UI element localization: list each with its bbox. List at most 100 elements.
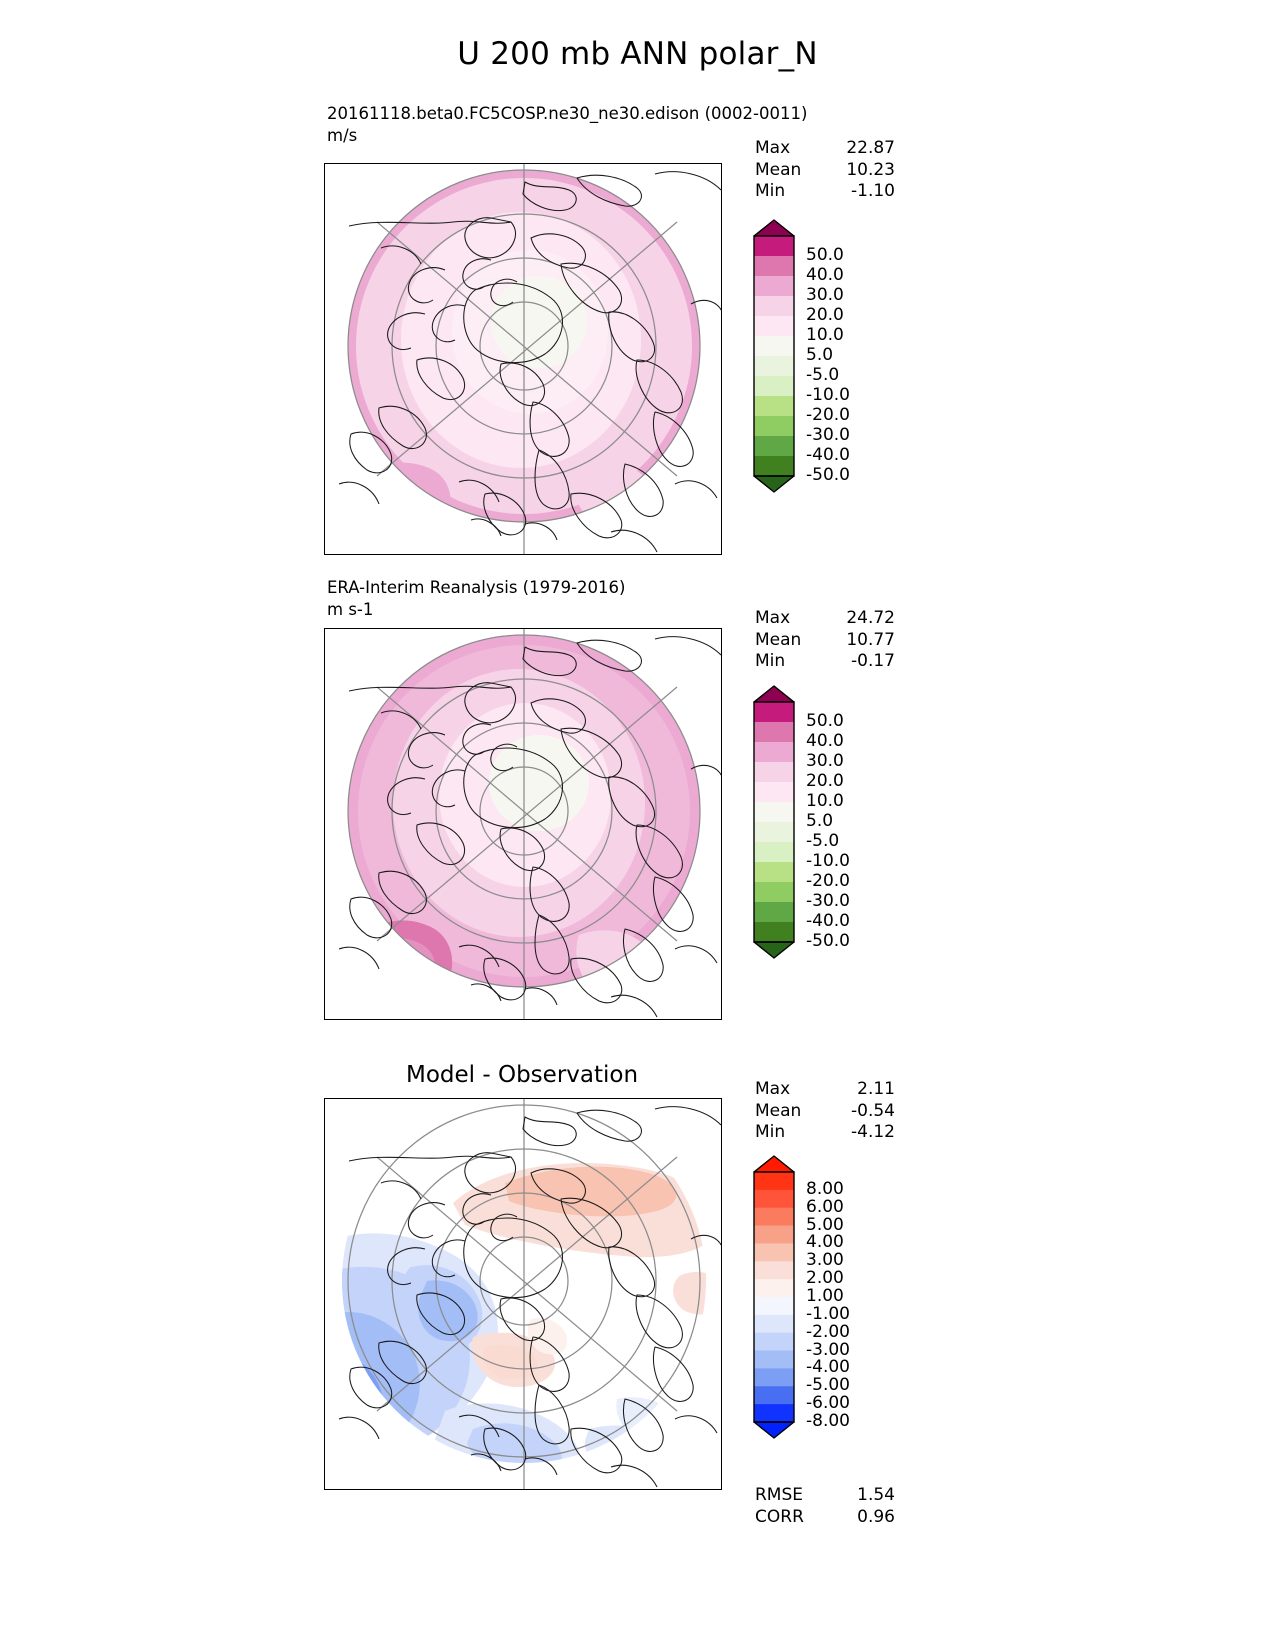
stat-row: Mean -0.54 <box>755 1101 895 1123</box>
stat-label: Min <box>755 651 786 671</box>
colorbar-tick-label: -50.0 <box>806 465 850 485</box>
colorbar-tick-label: 1.00 <box>806 1286 844 1306</box>
stat-label: Max <box>755 138 791 158</box>
colorbar-model[interactable]: 50.0 40.0 30.0 20.0 10.0 5.0 -5.0 -10.0 -20.0 -30… <box>748 216 898 496</box>
stat-value: 10.23 <box>846 159 895 180</box>
colorbar-tick-label: -30.0 <box>806 891 850 911</box>
map-difference-svg <box>338 1099 721 1489</box>
panel-model-units: m/s <box>327 126 358 145</box>
stat-label: Max <box>755 1079 791 1099</box>
panel-observation-units: m s-1 <box>327 600 374 619</box>
colorbar-tick-label: -10.0 <box>806 385 850 405</box>
colorbar-tick-label: -10.0 <box>806 851 850 871</box>
colorbar-tick-label: -40.0 <box>806 911 850 931</box>
colorbar-difference[interactable]: 8.00 6.00 5.00 4.00 3.00 2.00 1.00 -1.00 -2.00 -3… <box>748 1152 898 1442</box>
panel-difference-title: Model - Observation <box>406 1062 639 1088</box>
colorbar-tick-label: 20.0 <box>806 305 844 325</box>
footer-stats-difference: RMSE 1.54 CORR 0.96 <box>755 1485 895 1528</box>
colorbar-tick-label: 10.0 <box>806 325 844 345</box>
colorbar-tick-label: -5.00 <box>806 1375 850 1396</box>
colorbar-tick-label: -5.0 <box>806 831 840 851</box>
stat-label: Mean <box>755 159 802 180</box>
colorbar-tick-label: -20.0 <box>806 405 850 425</box>
colorbar-tick-label: 4.00 <box>806 1232 844 1253</box>
stat-value: 0.96 <box>857 1506 895 1527</box>
colorbar-tick-label: 2.00 <box>806 1268 844 1289</box>
stat-value: -0.54 <box>851 1100 895 1121</box>
colorbar-tick-label: -30.0 <box>806 425 850 445</box>
stat-row: CORR 0.96 <box>755 1507 895 1529</box>
colorbar-observation-swatches <box>753 685 795 959</box>
colorbar-tick-label: -2.00 <box>806 1321 850 1342</box>
stat-label: Min <box>755 181 786 201</box>
stat-value: -4.12 <box>851 1122 895 1142</box>
colorbar-tick-label: 50.0 <box>806 245 844 265</box>
stat-value: -0.17 <box>851 651 895 671</box>
panel-observation-subtitle: ERA-Interim Reanalysis (1979-2016) <box>327 578 626 597</box>
colorbar-tick-label: 30.0 <box>806 285 844 305</box>
stat-row: Min -1.10 <box>755 181 895 203</box>
stat-value: 2.11 <box>857 1079 895 1099</box>
map-model-svg <box>338 164 721 554</box>
stat-row: Mean 10.77 <box>755 630 895 652</box>
stats-difference: Max 2.11 Mean -0.54 Min -4.12 <box>755 1079 895 1144</box>
stat-row: Min -0.17 <box>755 651 895 673</box>
stat-value: 24.72 <box>846 608 895 628</box>
stat-row: Max 2.11 <box>755 1079 895 1101</box>
map-model[interactable] <box>324 163 722 555</box>
stat-value: -1.10 <box>851 181 895 201</box>
map-difference[interactable] <box>324 1098 722 1490</box>
graticule-difference <box>347 1099 701 1489</box>
colorbar-model-swatches <box>753 219 795 493</box>
colorbar-tick-label: -50.0 <box>806 931 850 951</box>
colorbar-tick-label: 40.0 <box>806 265 844 285</box>
stat-label: Min <box>755 1122 786 1142</box>
map-observation-svg <box>338 629 721 1019</box>
map-observation[interactable] <box>324 628 722 1020</box>
colorbar-tick-label: -8.00 <box>806 1411 850 1431</box>
colorbar-tick-label: -40.0 <box>806 445 850 465</box>
contour-fill-model <box>348 170 700 522</box>
coastlines-observation <box>338 636 721 1018</box>
colorbar-difference-swatches <box>753 1155 795 1439</box>
stats-model: Max 22.87 Mean 10.23 Min -1.10 <box>755 138 895 203</box>
stat-value: 1.54 <box>857 1485 895 1505</box>
stat-row: Mean 10.23 <box>755 160 895 182</box>
colorbar-tick-label: -5.0 <box>806 365 840 385</box>
colorbar-tick-label: 30.0 <box>806 751 844 771</box>
stat-row: Max 22.87 <box>755 138 895 160</box>
coastlines-model <box>338 171 721 553</box>
colorbar-tick-label: 5.0 <box>806 345 834 365</box>
colorbar-observation[interactable]: 50.0 40.0 30.0 20.0 10.0 5.0 -5.0 -10.0 -20.0 -30… <box>748 682 898 962</box>
colorbar-tick-label: -6.00 <box>806 1393 850 1414</box>
stat-value: 22.87 <box>846 138 895 158</box>
colorbar-tick-label: -3.00 <box>806 1339 850 1360</box>
stat-label: Max <box>755 608 791 628</box>
colorbar-tick-label: -1.00 <box>806 1303 850 1324</box>
colorbar-tick-label: -20.0 <box>806 871 850 891</box>
colorbar-tick-label: 5.0 <box>806 811 834 831</box>
stat-row: Min -4.12 <box>755 1122 895 1144</box>
colorbar-tick-label: 6.00 <box>806 1196 844 1217</box>
colorbar-tick-label: 10.0 <box>806 791 844 811</box>
stat-value: 10.77 <box>846 629 895 650</box>
panel-model-subtitle: 20161118.beta0.FC5COSP.ne30_ne30.edison … <box>327 104 808 123</box>
page-title: U 200 mb ANN polar_N <box>457 36 818 72</box>
stat-row: Max 24.72 <box>755 608 895 630</box>
stat-label: RMSE <box>755 1485 804 1505</box>
stat-label: Mean <box>755 1100 802 1121</box>
colorbar-tick-label: 3.00 <box>806 1250 844 1271</box>
graticule-model <box>347 164 701 554</box>
stat-label: CORR <box>755 1506 804 1527</box>
colorbar-tick-label: 50.0 <box>806 711 844 731</box>
stats-observation: Max 24.72 Mean 10.77 Min -0.17 <box>755 608 895 673</box>
coastlines-difference <box>338 1106 721 1488</box>
colorbar-tick-label: 5.00 <box>806 1214 844 1235</box>
graticule-observation <box>347 629 701 1019</box>
colorbar-tick-label: 40.0 <box>806 731 844 751</box>
colorbar-tick-label: 20.0 <box>806 771 844 791</box>
stat-row: RMSE 1.54 <box>755 1485 895 1507</box>
colorbar-tick-label: 8.00 <box>806 1178 844 1199</box>
colorbar-tick-label: -4.00 <box>806 1357 850 1378</box>
